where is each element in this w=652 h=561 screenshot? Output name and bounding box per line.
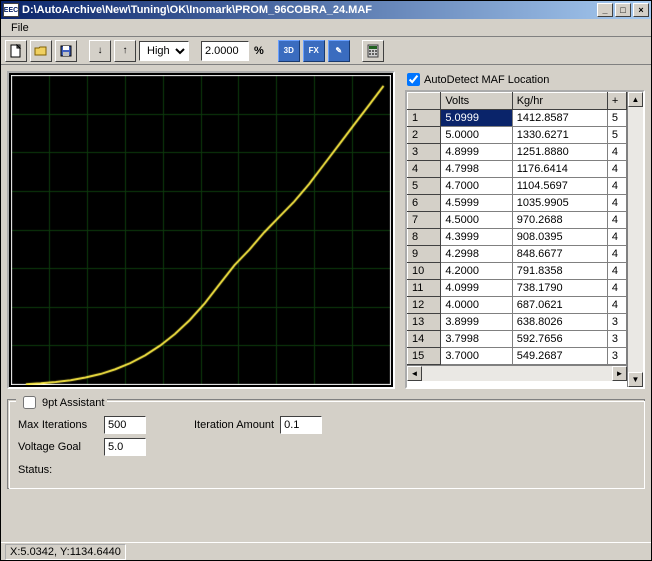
voltage-goal-input[interactable] <box>104 438 146 456</box>
maf-chart[interactable] <box>11 75 391 385</box>
view-3d-button[interactable]: 3D <box>278 40 300 62</box>
percent-label: % <box>252 45 266 57</box>
voltage-goal-label: Voltage Goal <box>18 441 98 453</box>
status-label: Status: <box>18 464 98 476</box>
assistant-label: 9pt Assistant <box>42 397 104 409</box>
app-icon: EEC <box>3 3 19 17</box>
status-coords: X:5.0342, Y:1134.6440 <box>5 544 126 560</box>
minimize-button[interactable]: _ <box>597 3 613 17</box>
percent-input[interactable] <box>201 41 249 61</box>
new-button[interactable] <box>5 40 27 62</box>
range-select[interactable]: High <box>139 41 189 61</box>
table-row[interactable]: 94.2998848.66774 <box>408 246 627 263</box>
table-row[interactable]: 153.7000549.26873 <box>408 348 627 365</box>
table-row[interactable]: 114.0999738.17904 <box>408 280 627 297</box>
arrow-down-button[interactable]: ↓ <box>89 40 111 62</box>
table-row[interactable]: 104.2000791.83584 <box>408 263 627 280</box>
close-button[interactable]: × <box>633 3 649 17</box>
autodetect-checkbox[interactable] <box>407 73 420 86</box>
table-row[interactable]: 133.8999638.80263 <box>408 314 627 331</box>
new-icon <box>9 44 23 58</box>
maximize-button[interactable]: □ <box>615 3 631 17</box>
scroll-up-icon[interactable]: ▲ <box>628 92 643 107</box>
window-title: D:\AutoArchive\New\Tuning\OK\Inomark\PRO… <box>22 4 595 16</box>
table-row[interactable]: 44.79981176.64144 <box>408 161 627 178</box>
open-button[interactable] <box>30 40 52 62</box>
data-grid-frame: VoltsKg/hr+15.09991412.8587525.00001330.… <box>405 90 645 389</box>
maf-chart-frame <box>7 71 395 389</box>
titlebar: EEC D:\AutoArchive\New\Tuning\OK\Inomark… <box>1 1 651 19</box>
view-fx-button[interactable]: FX <box>303 40 325 62</box>
table-row[interactable]: 54.70001104.56974 <box>408 178 627 195</box>
arrow-up-button[interactable]: ↑ <box>114 40 136 62</box>
table-row[interactable]: 124.0000687.06214 <box>408 297 627 314</box>
arrow-down-icon: ↓ <box>98 45 103 56</box>
table-row[interactable]: 34.89991251.88804 <box>408 144 627 161</box>
toolbar: ↓ ↑ High % 3D FX ✎ <box>1 37 651 65</box>
iter-amount-input[interactable] <box>280 416 322 434</box>
pencil-icon: ✎ <box>335 46 342 55</box>
table-row[interactable]: 143.7998592.76563 <box>408 331 627 348</box>
app-window: EEC D:\AutoArchive\New\Tuning\OK\Inomark… <box>0 0 652 561</box>
scroll-right-icon[interactable]: ► <box>612 366 627 381</box>
menubar: File <box>1 19 651 37</box>
menu-file[interactable]: File <box>5 21 35 35</box>
table-row[interactable]: 84.3999908.03954 <box>408 229 627 246</box>
calculator-icon <box>366 44 380 58</box>
client-area: AutoDetect MAF Location VoltsKg/hr+15.09… <box>1 65 651 542</box>
open-icon <box>34 44 48 58</box>
max-iter-input[interactable] <box>104 416 146 434</box>
assistant-checkbox[interactable] <box>23 396 36 409</box>
save-icon <box>59 44 73 58</box>
max-iter-label: Max Iterations <box>18 419 98 431</box>
table-row[interactable]: 15.09991412.85875 <box>408 110 627 127</box>
calculator-button[interactable] <box>362 40 384 62</box>
table-row[interactable]: 64.59991035.99054 <box>408 195 627 212</box>
data-grid[interactable]: VoltsKg/hr+15.09991412.8587525.00001330.… <box>407 92 627 365</box>
scroll-down-icon[interactable]: ▼ <box>628 372 643 387</box>
grid-hscroll[interactable]: ◄ ► <box>407 365 627 381</box>
table-row[interactable]: 74.5000970.26884 <box>408 212 627 229</box>
scroll-left-icon[interactable]: ◄ <box>407 366 422 381</box>
grid-vscroll[interactable]: ▲ ▼ <box>627 92 643 387</box>
assistant-group: 9pt Assistant Max Iterations Iteration A… <box>7 399 645 489</box>
arrow-up-icon: ↑ <box>123 45 128 56</box>
table-row[interactable]: 25.00001330.62715 <box>408 127 627 144</box>
statusbar: X:5.0342, Y:1134.6440 <box>1 542 651 560</box>
iter-amount-label: Iteration Amount <box>194 419 274 431</box>
autodetect-label: AutoDetect MAF Location <box>424 74 549 86</box>
save-button[interactable] <box>55 40 77 62</box>
view-edit-button[interactable]: ✎ <box>328 40 350 62</box>
